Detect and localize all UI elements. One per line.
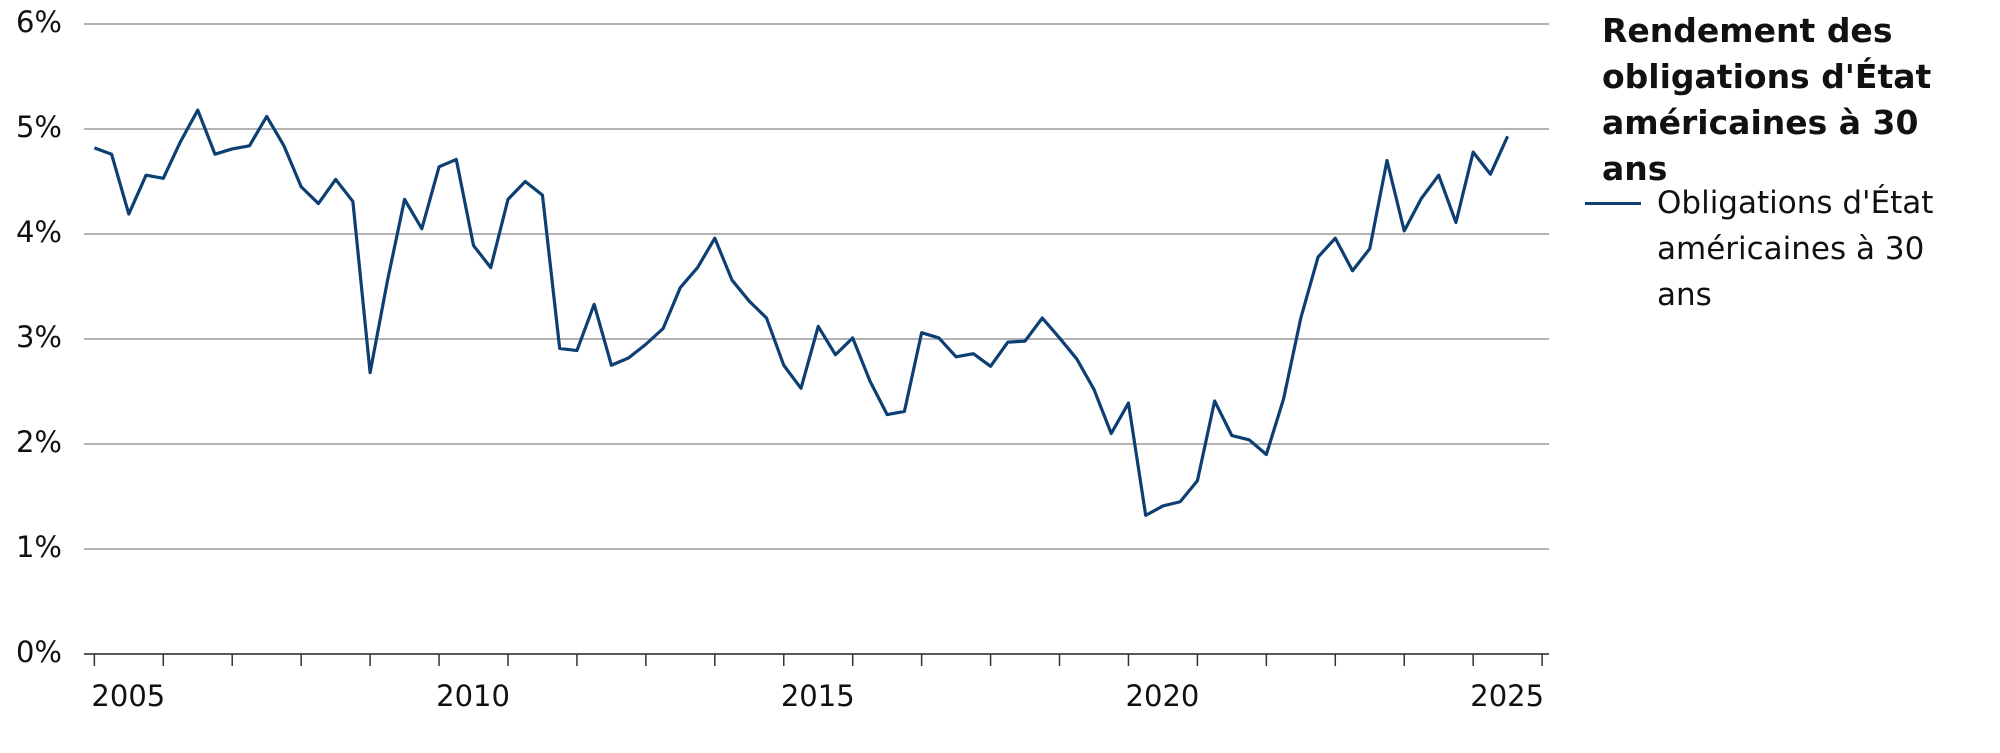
legend-swatch <box>1585 202 1641 205</box>
y-tick-label: 1% <box>16 530 62 564</box>
y-tick-label: 6% <box>16 5 62 39</box>
y-tick-label: 0% <box>16 635 62 669</box>
y-tick-label: 5% <box>16 110 62 144</box>
legend-title: Rendement des obligations d'État américa… <box>1602 11 1932 188</box>
x-tick-label: 2020 <box>1126 679 1200 713</box>
x-tick-label: 2025 <box>1470 679 1544 713</box>
legend: Obligations d'État américaines à 30 ans <box>1585 180 1987 318</box>
x-tick-label: 2005 <box>91 679 165 713</box>
x-tick-label: 2015 <box>781 679 855 713</box>
x-tick-label: 2010 <box>436 679 510 713</box>
data-line <box>93 108 1510 517</box>
y-tick-label: 2% <box>16 425 62 459</box>
y-tick-label: 3% <box>16 320 62 354</box>
y-tick-label: 4% <box>16 215 62 249</box>
legend-label: Obligations d'État américaines à 30 ans <box>1657 185 1934 313</box>
